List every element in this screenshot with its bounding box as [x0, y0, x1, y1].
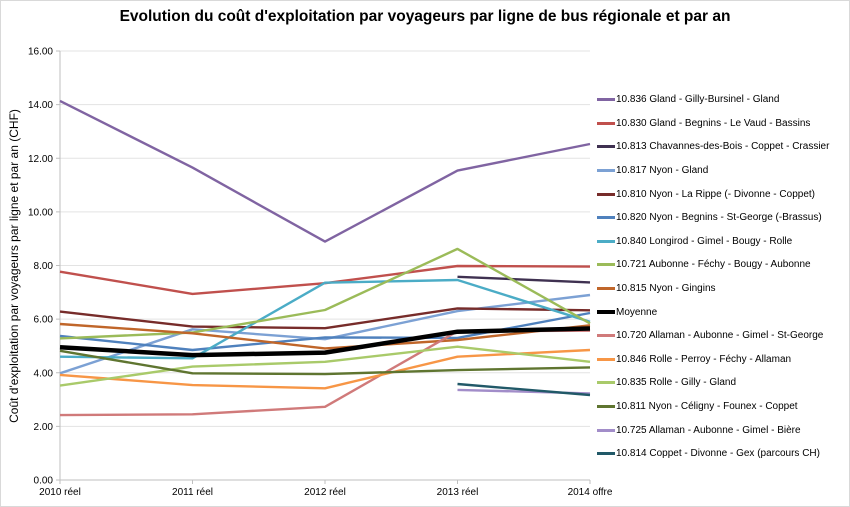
legend-item: 10.720 Allaman - Aubonne - Gimel - St-Ge… — [597, 324, 847, 348]
x-tick-label: 2011 réel — [172, 487, 213, 498]
legend-item: 10.811 Nyon - Céligny - Founex - Coppet — [597, 395, 847, 419]
series-line-10-814-coppet-divonne-gex-parcours-ch — [457, 382, 591, 397]
y-tick-label: 0.00 — [34, 476, 54, 487]
series-line-10-813-chavannes-des-bois-coppet-crassier — [457, 275, 591, 284]
series-line-10-815-nyon-gingins — [59, 322, 591, 350]
legend-label: 10.840 Longirod - Gimel - Bougy - Rolle — [616, 235, 793, 247]
legend-swatch — [597, 98, 615, 102]
legend-label: 10.835 Rolle - Gilly - Gland — [616, 377, 737, 389]
legend-swatch — [597, 405, 615, 409]
series-line-moyenne — [59, 326, 591, 358]
legend-item: 10.813 Chavannes-des-Bois - Coppet - Cra… — [597, 135, 847, 159]
series-line-10-811-nyon-c-ligny-founex-coppet — [59, 349, 591, 376]
legend-swatch — [597, 428, 615, 432]
x-tick-labels: 2010 réel 2011 réel 2012 réel 2013 réel 2014… — [39, 487, 613, 498]
y-tick-label: 10.00 — [28, 207, 53, 218]
legend-item: Moyenne — [597, 300, 847, 324]
x-tick-label: 2012 réel — [304, 487, 346, 498]
legend-label: 10.720 Allaman - Aubonne - Gimel - St-Ge… — [616, 330, 824, 342]
legend-item: 10.835 Rolle - Gilly - Gland — [597, 371, 847, 395]
legend-swatch — [597, 381, 615, 385]
series-line-10-810-nyon-la-rippe-divonne-coppet — [59, 307, 591, 330]
legend-label: 10.725 Allaman - Aubonne - Gimel - Bière — [616, 424, 801, 436]
y-tick-label: 6.00 — [34, 315, 54, 326]
legend-swatch — [597, 263, 615, 267]
legend-label: 10.721 Aubonne - Féchy - Bougy - Aubonne — [616, 259, 811, 271]
y-tick-label: 12.00 — [28, 154, 53, 165]
series-line-10-721-aubonne-f-chy-bougy-aubonne — [59, 247, 591, 340]
legend-label: 10.813 Chavannes-des-Bois - Coppet - Cra… — [616, 141, 830, 153]
y-tick-label: 16.00 — [28, 47, 53, 58]
x-tick-label: 2010 réel — [39, 487, 81, 498]
y-tick-label: 4.00 — [34, 368, 54, 379]
legend-swatch — [597, 216, 615, 220]
legend-swatch — [597, 452, 615, 456]
legend-label: 10.846 Rolle - Perroy - Féchy - Allaman — [616, 353, 792, 365]
series-line-10-840-longirod-gimel-bougy-rolle — [59, 278, 591, 360]
legend-swatch — [597, 239, 615, 243]
axes — [56, 50, 591, 484]
legend-swatch — [597, 357, 615, 361]
y-axis-label: Coût d'exploitation par voyageurs par li… — [7, 109, 21, 423]
y-tick-label: 2.00 — [34, 422, 54, 433]
legend-label: Moyenne — [616, 306, 658, 318]
legend-label: 10.836 Gland - Gilly-Bursinel - Gland — [616, 94, 780, 106]
y-tick-labels: 0.00 2.00 4.00 6.00 8.00 10.00 12.00 14.00 16.00 — [28, 47, 53, 487]
y-tick-label: 14.00 — [28, 100, 53, 111]
legend-label: 10.820 Nyon - Begnins - St-George (-Bras… — [616, 212, 822, 224]
y-tick-label: 8.00 — [34, 261, 54, 272]
series-line-10-835-rolle-gilly-gland — [59, 345, 591, 387]
legend-label: 10.810 Nyon - La Rippe (- Divonne - Copp… — [616, 188, 815, 200]
legend-label: 10.815 Nyon - Gingins — [616, 283, 716, 295]
x-tick-label: 2014 offre — [568, 487, 613, 498]
legend-label: 10.811 Nyon - Céligny - Founex - Coppet — [616, 401, 798, 413]
series-line-10-846-rolle-perroy-f-chy-allaman — [59, 348, 591, 390]
legend-label: 10.814 Coppet - Divonne - Gex (parcours … — [616, 448, 820, 460]
legend-item: 10.721 Aubonne - Féchy - Bougy - Aubonne — [597, 253, 847, 277]
chart-title: Evolution du coût d'exploitation par voy… — [119, 8, 731, 25]
legend-item: 10.820 Nyon - Begnins - St-George (-Bras… — [597, 206, 847, 230]
legend-item: 10.817 Nyon - Gland — [597, 159, 847, 183]
legend-swatch — [597, 192, 615, 196]
legend-label: 10.830 Gland - Begnins - Le Vaud - Bassi… — [616, 117, 811, 129]
legend-swatch — [597, 334, 615, 338]
legend-item: 10.725 Allaman - Aubonne - Gimel - Bière — [597, 418, 847, 442]
legend: 10.836 Gland - Gilly-Bursinel - Gland 10.… — [597, 88, 847, 466]
legend-item: 10.814 Coppet - Divonne - Gex (parcours … — [597, 442, 847, 466]
legend-item: 10.846 Rolle - Perroy - Féchy - Allaman — [597, 348, 847, 372]
legend-swatch — [597, 310, 615, 315]
legend-label: 10.817 Nyon - Gland — [616, 165, 709, 177]
legend-swatch — [597, 287, 615, 291]
legend-swatch — [597, 169, 615, 173]
legend-item: 10.840 Longirod - Gimel - Bougy - Rolle — [597, 230, 847, 254]
legend-item: 10.836 Gland - Gilly-Bursinel - Gland — [597, 88, 847, 112]
series-line-10-817-nyon-gland — [59, 293, 591, 375]
legend-item: 10.810 Nyon - La Rippe (- Divonne - Copp… — [597, 182, 847, 206]
legend-swatch — [597, 121, 615, 125]
series-lines — [59, 99, 591, 417]
legend-item: 10.830 Gland - Begnins - Le Vaud - Bassi… — [597, 112, 847, 136]
legend-swatch — [597, 145, 615, 149]
series-line-10-836-gland-gilly-bursinel-gland — [59, 99, 591, 243]
x-tick-label: 2013 réel — [437, 487, 479, 498]
legend-item: 10.815 Nyon - Gingins — [597, 277, 847, 301]
